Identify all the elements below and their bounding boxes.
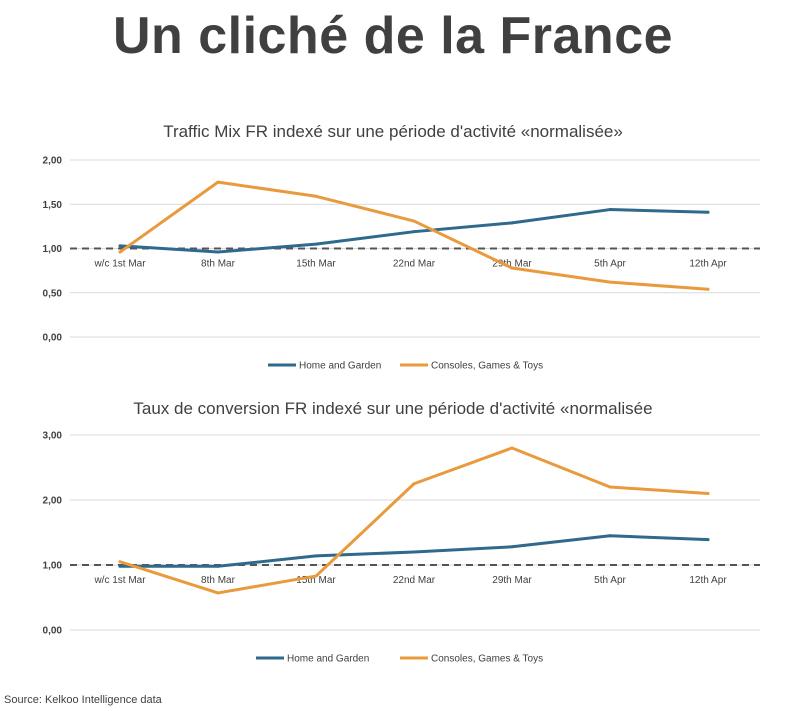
- series-line-consoles-games-toys: [118, 180, 710, 291]
- data-point-consoles-games-toys: [118, 250, 122, 254]
- data-point-consoles-games-toys: [216, 591, 220, 595]
- data-point-consoles-games-toys: [412, 482, 416, 486]
- x-tick-label: 12th Apr: [689, 575, 727, 586]
- data-point-home-and-garden: [608, 208, 612, 212]
- x-tick-label: 22nd Mar: [393, 575, 436, 586]
- series-line-consoles-games-toys: [118, 446, 710, 595]
- data-point-consoles-games-toys: [216, 180, 220, 184]
- x-tick-label: w/c 1st Mar: [93, 259, 146, 270]
- data-point-home-and-garden: [706, 210, 710, 214]
- y-tick-label: 0,00: [43, 333, 63, 344]
- legend-label-consoles-games-toys: Consoles, Games & Toys: [431, 654, 543, 665]
- x-tick-label: 22nd Mar: [393, 259, 436, 270]
- data-point-home-and-garden: [314, 554, 318, 558]
- data-point-home-and-garden: [216, 250, 220, 254]
- y-tick-label: 1,50: [43, 200, 63, 211]
- y-tick-label: 1,00: [43, 244, 63, 255]
- data-point-home-and-garden: [118, 244, 122, 248]
- x-tick-label: 29th Mar: [492, 259, 532, 270]
- data-point-consoles-games-toys: [510, 266, 514, 270]
- page-title: Un cliché de la France: [112, 7, 674, 65]
- y-tick-label: 3,00: [43, 431, 63, 442]
- data-point-consoles-games-toys: [314, 194, 318, 198]
- data-point-home-and-garden: [412, 550, 416, 554]
- x-tick-label: 8th Mar: [201, 575, 236, 586]
- y-tick-label: 2,00: [43, 496, 63, 507]
- data-point-consoles-games-toys: [608, 280, 612, 284]
- data-point-home-and-garden: [706, 538, 710, 542]
- data-point-home-and-garden: [412, 230, 416, 234]
- chart-title: Taux de conversion FR indexé sur une pér…: [133, 399, 652, 418]
- x-tick-label: 12th Apr: [689, 259, 727, 270]
- data-point-consoles-games-toys: [608, 485, 612, 489]
- x-tick-label: w/c 1st Mar: [93, 575, 146, 586]
- data-point-home-and-garden: [314, 242, 318, 246]
- data-point-home-and-garden: [216, 564, 220, 568]
- x-tick-label: 5th Apr: [594, 259, 626, 270]
- y-tick-label: 1,00: [43, 561, 63, 572]
- data-point-consoles-games-toys: [118, 560, 122, 564]
- y-tick-label: 2,00: [43, 156, 63, 167]
- data-point-consoles-games-toys: [314, 574, 318, 578]
- legend-label-consoles-games-toys: Consoles, Games & Toys: [431, 361, 543, 372]
- data-point-consoles-games-toys: [510, 446, 514, 450]
- x-tick-label: 15th Mar: [296, 575, 336, 586]
- data-point-home-and-garden: [118, 564, 122, 568]
- data-point-home-and-garden: [510, 221, 514, 225]
- x-tick-label: 8th Mar: [201, 259, 236, 270]
- y-tick-label: 0,50: [43, 288, 63, 299]
- y-tick-label: 0,00: [43, 626, 63, 637]
- data-point-consoles-games-toys: [706, 492, 710, 495]
- legend-label-home-and-garden: Home and Garden: [299, 361, 381, 372]
- conversion-rate-chart: Taux de conversion FR indexé sur une pér…: [43, 399, 760, 665]
- data-point-consoles-games-toys: [412, 219, 416, 223]
- chart-title: Traffic Mix FR indexé sur une période d'…: [163, 122, 623, 141]
- x-tick-label: 15th Mar: [296, 259, 336, 270]
- source-note: Source: Kelkoo Intelligence data: [4, 694, 162, 706]
- x-tick-label: 5th Apr: [594, 575, 626, 586]
- data-point-consoles-games-toys: [706, 287, 710, 291]
- data-point-home-and-garden: [608, 534, 612, 538]
- traffic-mix-chart: Traffic Mix FR indexé sur une période d'…: [43, 122, 760, 372]
- legend-label-home-and-garden: Home and Garden: [287, 654, 369, 665]
- x-tick-label: 29th Mar: [492, 575, 532, 586]
- data-point-home-and-garden: [510, 545, 514, 549]
